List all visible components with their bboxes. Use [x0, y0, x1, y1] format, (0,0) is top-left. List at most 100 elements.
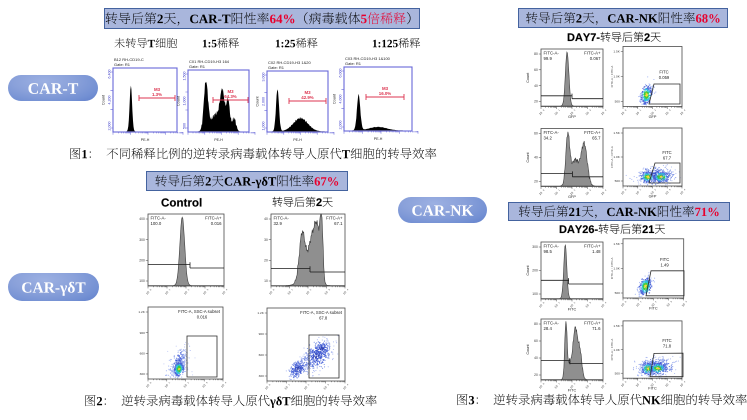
svg-text:40: 40 — [534, 156, 538, 160]
svg-text:1: 1 — [640, 188, 643, 191]
svg-text:10: 10 — [585, 111, 590, 116]
svg-text:2,000: 2,000 — [108, 122, 112, 131]
svg-text:GFP: GFP — [649, 195, 657, 199]
svg-text:98.5: 98.5 — [544, 249, 553, 254]
svg-text:2: 2 — [654, 109, 657, 112]
svg-text:1.2K: 1.2K — [257, 311, 264, 315]
svg-text:10: 10 — [679, 190, 684, 195]
svg-text:2: 2 — [187, 381, 190, 384]
svg-text:2: 2 — [654, 381, 657, 384]
svg-text:1.5K: 1.5K — [613, 324, 620, 328]
svg-text:GFP: GFP — [649, 115, 657, 119]
svg-text:10: 10 — [164, 383, 169, 388]
svg-text:B12 RH-CD19-C: B12 RH-CD19-C — [114, 57, 144, 62]
svg-text:10: 10 — [145, 383, 150, 388]
svg-text:3: 3 — [207, 288, 210, 291]
svg-text:Count: Count — [526, 151, 530, 162]
svg-text:FITC: FITC — [649, 307, 658, 311]
svg-text:10: 10 — [600, 384, 605, 389]
svg-text:500: 500 — [615, 291, 620, 295]
svg-text:300: 300 — [532, 245, 538, 249]
svg-text:FITC-A-: FITC-A- — [544, 321, 560, 326]
svg-text:Count: Count — [526, 72, 530, 83]
svg-text:4: 4 — [605, 382, 608, 385]
svg-text:M3: M3 — [227, 89, 234, 94]
svg-text:3: 3 — [589, 382, 592, 385]
svg-text:10: 10 — [664, 190, 669, 195]
svg-text:FITC-A :: FITC-A: FITC-A :: FITC-A — [610, 339, 614, 361]
svg-text:16.0%: 16.0% — [379, 91, 392, 96]
svg-text:10: 10 — [164, 290, 169, 295]
svg-text:FITC-A+: FITC-A+ — [584, 244, 601, 249]
svg-text:30: 30 — [264, 238, 268, 242]
svg-text:1: 1 — [288, 383, 291, 386]
svg-text:100: 100 — [139, 279, 145, 283]
svg-text:10: 10 — [600, 303, 605, 308]
svg-text:10: 10 — [569, 111, 574, 116]
svg-text:40: 40 — [534, 84, 538, 88]
svg-text:10: 10 — [183, 383, 188, 388]
svg-text:3: 3 — [327, 383, 330, 386]
svg-text:1.3%: 1.3% — [152, 92, 162, 97]
svg-text:10: 10 — [650, 111, 655, 116]
svg-text:100.0: 100.0 — [151, 221, 162, 226]
svg-text:10: 10 — [650, 190, 655, 195]
svg-text:10: 10 — [635, 302, 640, 307]
svg-text:FITC: FITC — [662, 150, 671, 155]
svg-text:FITC-A-: FITC-A- — [544, 51, 560, 56]
svg-text:1: 1 — [640, 109, 643, 112]
svg-text:80: 80 — [534, 52, 538, 56]
svg-text:10: 10 — [585, 191, 590, 196]
svg-text:Gate: R1: Gate: R1 — [189, 64, 206, 69]
svg-text:3: 3 — [669, 381, 672, 384]
svg-text:10: 10 — [554, 111, 559, 116]
svg-text:10: 10 — [284, 385, 289, 390]
svg-text:10: 10 — [342, 385, 347, 390]
svg-text:3: 3 — [589, 109, 592, 112]
svg-text:10: 10 — [201, 383, 206, 388]
svg-text:99.9: 99.9 — [544, 56, 553, 61]
svg-text:2,000: 2,000 — [339, 121, 343, 130]
svg-text:64.3%: 64.3% — [224, 94, 237, 99]
svg-text:10: 10 — [305, 290, 310, 295]
svg-text:28.4: 28.4 — [544, 326, 553, 331]
svg-text:10: 10 — [666, 302, 671, 307]
svg-text:4: 4 — [686, 300, 689, 303]
svg-text:20: 20 — [534, 100, 538, 104]
svg-text:600: 600 — [140, 352, 145, 356]
svg-text:2,000: 2,000 — [262, 97, 266, 106]
svg-text:1: 1 — [640, 300, 643, 303]
svg-text:FITC-A-: FITC-A- — [544, 244, 560, 249]
svg-text:10: 10 — [569, 191, 574, 196]
svg-text:40: 40 — [264, 217, 268, 221]
svg-text:10: 10 — [538, 303, 543, 308]
svg-text:10: 10 — [569, 303, 574, 308]
svg-text:GFP: GFP — [568, 195, 576, 199]
svg-text:0: 0 — [269, 383, 272, 386]
svg-text:M3: M3 — [304, 90, 311, 95]
svg-text:300: 300 — [139, 238, 145, 242]
svg-text:0: 0 — [150, 381, 153, 384]
svg-text:10: 10 — [538, 191, 543, 196]
svg-text:500: 500 — [615, 179, 620, 183]
svg-text:2: 2 — [574, 301, 577, 304]
svg-text:300: 300 — [259, 374, 264, 378]
svg-text:1: 1 — [558, 382, 561, 385]
svg-text:1,500: 1,500 — [183, 72, 187, 81]
svg-text:10: 10 — [600, 191, 605, 196]
svg-text:3: 3 — [589, 189, 592, 192]
svg-text:3: 3 — [206, 381, 209, 384]
svg-text:Count: Count — [256, 95, 260, 106]
svg-text:10: 10 — [202, 290, 207, 295]
svg-text:1.49: 1.49 — [661, 262, 670, 267]
svg-text:0: 0 — [625, 300, 628, 303]
svg-text:10: 10 — [635, 382, 640, 387]
svg-text:FITC: FITC — [648, 387, 657, 391]
svg-text:0: 0 — [625, 188, 628, 191]
svg-text:0: 0 — [543, 109, 546, 112]
svg-text:10: 10 — [220, 383, 225, 388]
svg-text:PE-H: PE-H — [141, 138, 150, 142]
svg-text:FITC-A+: FITC-A+ — [584, 51, 601, 56]
svg-text:3: 3 — [670, 300, 673, 303]
svg-text:900: 900 — [259, 332, 264, 336]
